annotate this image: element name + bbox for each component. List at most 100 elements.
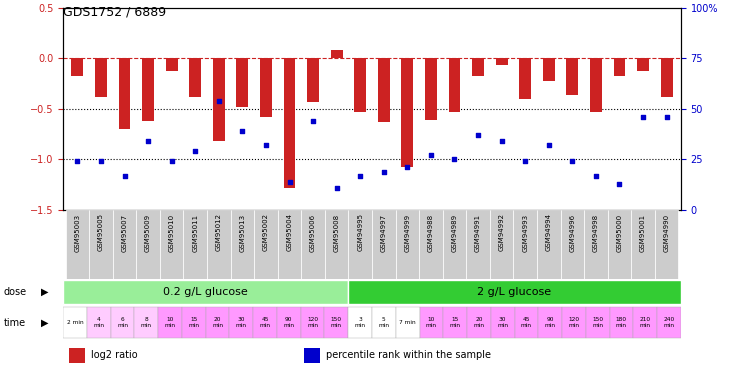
Bar [633, 307, 657, 338]
Bar [277, 307, 301, 338]
Bar [566, 58, 578, 94]
Bar [586, 307, 609, 338]
Text: 120
min: 120 min [568, 317, 580, 327]
Bar [260, 58, 272, 117]
Text: percentile rank within the sample: percentile rank within the sample [326, 350, 491, 360]
Text: GSM95006: GSM95006 [310, 213, 316, 252]
Point [425, 152, 437, 158]
Bar [661, 58, 673, 97]
Bar [420, 307, 443, 338]
Bar [89, 210, 113, 279]
Bar [490, 210, 513, 279]
Bar [142, 58, 154, 121]
Text: GSM94993: GSM94993 [522, 213, 528, 252]
Bar [113, 210, 136, 279]
Text: dose: dose [4, 287, 27, 297]
Point [354, 172, 366, 178]
Bar [331, 50, 342, 58]
Bar [283, 58, 295, 188]
Bar [69, 348, 85, 363]
Text: log2 ratio: log2 ratio [91, 350, 138, 360]
Bar [189, 58, 201, 97]
Bar [184, 210, 207, 279]
Text: GSM95001: GSM95001 [640, 213, 646, 252]
Bar [402, 58, 413, 168]
Text: ▶: ▶ [41, 318, 48, 328]
Bar [372, 210, 396, 279]
Text: 0.2 g/L glucose: 0.2 g/L glucose [164, 287, 248, 297]
Text: GSM95010: GSM95010 [169, 213, 175, 252]
Bar [560, 210, 584, 279]
Text: 210
min: 210 min [640, 317, 651, 327]
Text: 20
min: 20 min [473, 317, 484, 327]
Bar [515, 307, 538, 338]
Point [378, 168, 390, 174]
Text: time: time [4, 318, 26, 328]
Text: 5
min: 5 min [379, 317, 389, 327]
Text: 180
min: 180 min [616, 317, 627, 327]
Bar [301, 307, 324, 338]
Bar [425, 58, 437, 120]
Text: 2 min: 2 min [67, 320, 83, 325]
Bar [136, 210, 160, 279]
Text: GSM95013: GSM95013 [240, 213, 246, 252]
Point [189, 148, 201, 154]
Bar [631, 210, 655, 279]
Text: GSM94994: GSM94994 [546, 213, 552, 252]
Bar [543, 58, 555, 81]
Bar [562, 307, 586, 338]
Point [449, 156, 461, 162]
Point [637, 114, 649, 120]
Text: GSM94990: GSM94990 [664, 213, 670, 252]
Text: GSM95012: GSM95012 [216, 213, 222, 252]
Bar [253, 307, 277, 338]
Point [590, 172, 602, 178]
Bar [538, 307, 562, 338]
Bar [372, 307, 396, 338]
Bar [584, 210, 608, 279]
Bar [118, 58, 130, 129]
Bar [278, 210, 301, 279]
Bar [519, 58, 531, 99]
Text: 4
min: 4 min [93, 317, 104, 327]
Bar [307, 58, 319, 102]
Bar [396, 210, 419, 279]
Bar [609, 307, 633, 338]
Point [71, 158, 83, 164]
Point [307, 118, 319, 124]
Text: 45
min: 45 min [521, 317, 532, 327]
Text: GSM94997: GSM94997 [381, 213, 387, 252]
Text: 120
min: 120 min [307, 317, 318, 327]
Text: GDS1752 / 6889: GDS1752 / 6889 [63, 6, 167, 19]
Text: GSM95008: GSM95008 [333, 213, 340, 252]
Bar [111, 307, 135, 338]
Bar [95, 58, 107, 97]
Text: GSM95000: GSM95000 [617, 213, 623, 252]
Text: GSM94991: GSM94991 [475, 213, 481, 252]
Point [283, 178, 295, 184]
Bar [206, 307, 229, 338]
Bar [63, 307, 87, 338]
Text: 20
min: 20 min [212, 317, 223, 327]
Point [260, 142, 272, 148]
Bar [491, 307, 515, 338]
Bar [65, 210, 89, 279]
Point [237, 128, 248, 134]
Bar [637, 58, 649, 71]
Text: 15
min: 15 min [449, 317, 461, 327]
Text: 6
min: 6 min [117, 317, 128, 327]
Text: 30
min: 30 min [497, 317, 508, 327]
Text: 2 g/L glucose: 2 g/L glucose [478, 287, 551, 297]
Point [519, 158, 531, 164]
Text: 10
min: 10 min [426, 317, 437, 327]
Text: GSM94998: GSM94998 [593, 213, 599, 252]
Bar [354, 58, 366, 112]
Text: GSM94989: GSM94989 [452, 213, 458, 252]
Point [95, 158, 107, 164]
Point [213, 98, 225, 104]
Bar [513, 210, 537, 279]
Text: 90
min: 90 min [283, 317, 295, 327]
Text: GSM94999: GSM94999 [404, 213, 411, 252]
Bar [466, 210, 490, 279]
Text: 90
min: 90 min [545, 317, 556, 327]
